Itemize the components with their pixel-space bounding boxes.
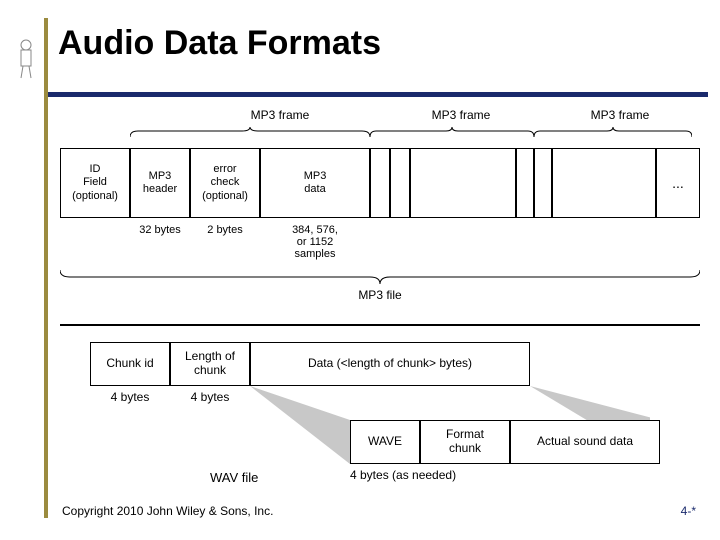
- wav-box-chunk-id: Chunk id: [90, 342, 170, 386]
- brace-icon: [534, 124, 692, 134]
- wav-box-data: Data (<length of chunk> bytes): [250, 342, 530, 386]
- copyright-text: Copyright 2010 John Wiley & Sons, Inc.: [62, 504, 273, 518]
- mp3-box-ellipsis: ...: [656, 148, 700, 218]
- mp3-box-empty: [516, 148, 534, 218]
- mp3-box-row: ID Field (optional) MP3 header error che…: [60, 148, 700, 218]
- mp3-frame-label: MP3 frame: [550, 108, 690, 122]
- mp3-size-label: 384, 576, or 1152 samples: [260, 224, 370, 260]
- wav-size-label: 4 bytes: [170, 390, 250, 404]
- mp3-size-label: 32 bytes: [130, 224, 190, 236]
- mp3-box-header: MP3 header: [130, 148, 190, 218]
- wav-row-2: WAVE Format chunk Actual sound data: [350, 420, 660, 464]
- mp3-box-data: MP3 data: [260, 148, 370, 218]
- wav-box-length: Length of chunk: [170, 342, 250, 386]
- mp3-diagram: MP3 frame MP3 frame MP3 frame ID Field (…: [60, 108, 700, 318]
- page-number: 4-*: [681, 504, 696, 518]
- mp3-box-empty: [534, 148, 552, 218]
- section-divider: [60, 324, 700, 326]
- title-underline: [48, 92, 708, 97]
- mp3-file-label: MP3 file: [60, 288, 700, 302]
- mp3-box-error-check: error check (optional): [190, 148, 260, 218]
- wav-file-label: WAV file: [210, 470, 258, 485]
- wav-size-label: 4 bytes (as needed): [350, 468, 510, 482]
- mp3-frame-label: MP3 frame: [388, 108, 534, 122]
- brace-icon: [370, 124, 534, 134]
- mp3-box-empty: [410, 148, 516, 218]
- wav-box-sound-data: Actual sound data: [510, 420, 660, 464]
- brace-icon: [60, 270, 700, 284]
- decoration-icon: [14, 38, 38, 82]
- wav-diagram: Chunk id Length of chunk Data (<length o…: [90, 342, 690, 482]
- mp3-box-id-field: ID Field (optional): [60, 148, 130, 218]
- mp3-box-empty: [370, 148, 390, 218]
- page-title: Audio Data Formats: [58, 24, 381, 63]
- mp3-size-label: 2 bytes: [190, 224, 260, 236]
- mp3-frame-label: MP3 frame: [190, 108, 370, 122]
- wav-box-format-chunk: Format chunk: [420, 420, 510, 464]
- wav-box-wave: WAVE: [350, 420, 420, 464]
- wav-size-label: 4 bytes: [90, 390, 170, 404]
- brace-icon: [130, 124, 370, 134]
- wav-row-1: Chunk id Length of chunk Data (<length o…: [90, 342, 530, 386]
- mp3-box-empty: [390, 148, 410, 218]
- mp3-box-empty: [552, 148, 656, 218]
